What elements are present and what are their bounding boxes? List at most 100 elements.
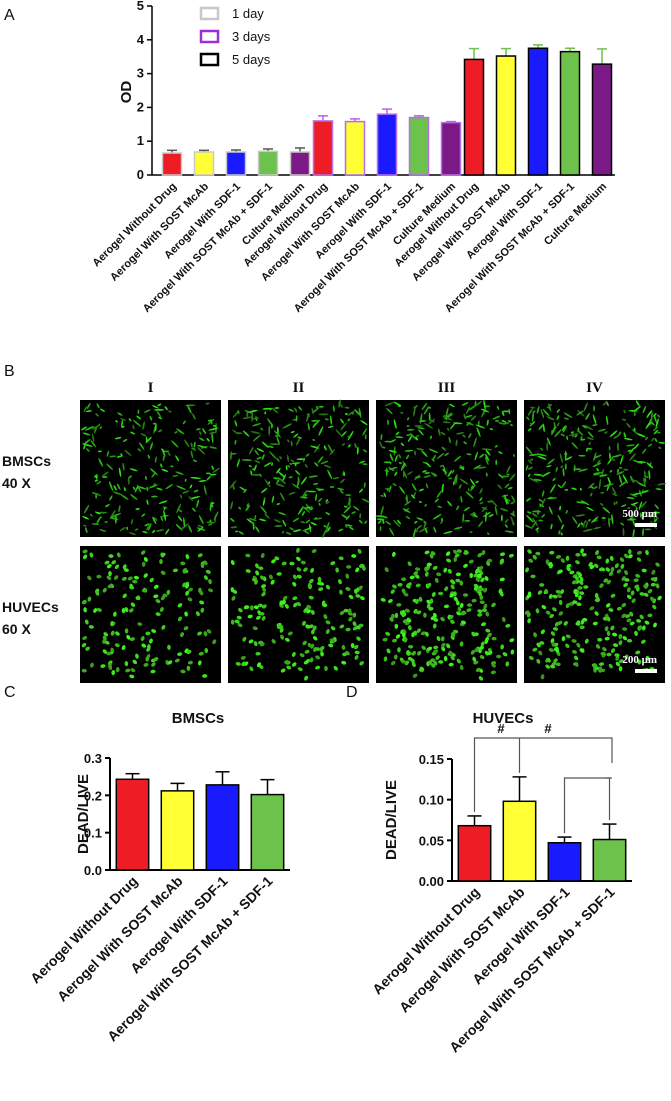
cell bbox=[539, 641, 545, 645]
cell bbox=[230, 619, 235, 625]
cell bbox=[282, 519, 287, 527]
cell bbox=[416, 517, 424, 521]
cell bbox=[622, 627, 628, 631]
cell bbox=[246, 411, 249, 418]
cell bbox=[469, 572, 474, 579]
panel-label-b: B bbox=[4, 363, 15, 380]
cell bbox=[450, 655, 455, 661]
cell bbox=[447, 568, 452, 574]
cell bbox=[411, 651, 417, 656]
cell bbox=[130, 668, 136, 673]
cell bbox=[462, 434, 466, 438]
cell bbox=[319, 645, 325, 651]
cell bbox=[389, 528, 395, 536]
cell bbox=[423, 406, 430, 415]
cell bbox=[385, 631, 391, 636]
cell bbox=[330, 561, 336, 566]
cell bbox=[200, 607, 205, 613]
cell bbox=[406, 618, 412, 623]
cell bbox=[601, 517, 606, 519]
cell bbox=[440, 636, 445, 642]
cell bbox=[90, 440, 96, 448]
cell bbox=[129, 468, 138, 472]
cell bbox=[318, 587, 324, 592]
cell bbox=[618, 659, 624, 664]
cell bbox=[142, 530, 148, 534]
cell bbox=[610, 566, 615, 572]
cell bbox=[602, 506, 611, 514]
cell bbox=[193, 489, 199, 493]
cell bbox=[282, 599, 286, 605]
cell bbox=[406, 454, 410, 460]
cell bbox=[345, 587, 351, 591]
cell bbox=[559, 505, 562, 511]
cell bbox=[546, 437, 551, 446]
cell bbox=[113, 611, 117, 617]
cell bbox=[620, 522, 625, 526]
cell bbox=[341, 660, 347, 665]
cell bbox=[578, 595, 582, 601]
column-label: I bbox=[148, 380, 154, 396]
cell bbox=[315, 655, 320, 660]
cell bbox=[310, 522, 318, 526]
cell bbox=[320, 460, 329, 465]
cell bbox=[205, 472, 211, 475]
cell bbox=[466, 608, 472, 612]
cell bbox=[244, 410, 253, 414]
cell bbox=[188, 496, 194, 502]
cell bbox=[209, 501, 212, 512]
cell bbox=[402, 632, 406, 638]
cell bbox=[532, 647, 538, 652]
cell bbox=[645, 420, 652, 430]
cell bbox=[618, 474, 623, 484]
cell bbox=[237, 623, 243, 628]
cell bbox=[533, 632, 537, 638]
cell bbox=[546, 465, 552, 468]
cell bbox=[261, 615, 266, 621]
cell bbox=[416, 628, 421, 633]
cell bbox=[256, 456, 262, 460]
cell bbox=[593, 526, 602, 530]
cell bbox=[557, 484, 562, 488]
cell bbox=[395, 436, 404, 439]
cell bbox=[300, 560, 306, 565]
cell bbox=[270, 579, 275, 585]
cell bbox=[621, 504, 627, 508]
cell bbox=[394, 454, 398, 463]
cell bbox=[606, 616, 611, 622]
micrograph-image bbox=[524, 400, 667, 538]
cell bbox=[578, 468, 588, 472]
cell bbox=[255, 563, 259, 569]
cell bbox=[600, 567, 606, 572]
cell bbox=[123, 487, 126, 492]
cell bbox=[339, 610, 345, 616]
cell bbox=[361, 498, 370, 503]
cell bbox=[177, 515, 183, 522]
cell bbox=[415, 583, 421, 588]
cell bbox=[563, 621, 568, 626]
cell bbox=[359, 513, 362, 519]
cell bbox=[109, 495, 113, 501]
cell bbox=[401, 588, 406, 594]
cell bbox=[491, 602, 496, 608]
cell bbox=[290, 430, 295, 434]
cell bbox=[504, 483, 510, 489]
cell bbox=[571, 442, 579, 449]
cell bbox=[395, 634, 401, 639]
cell bbox=[537, 455, 547, 460]
cell bbox=[104, 521, 108, 523]
cell bbox=[540, 497, 546, 507]
cell bbox=[96, 574, 102, 579]
cell bbox=[555, 555, 562, 559]
cell bbox=[197, 631, 202, 636]
cell bbox=[83, 554, 88, 560]
cell bbox=[558, 530, 561, 535]
cell bbox=[274, 407, 280, 409]
cell bbox=[453, 596, 458, 602]
cell bbox=[617, 468, 620, 474]
cell bbox=[613, 643, 619, 648]
cell bbox=[159, 606, 164, 613]
cell bbox=[622, 527, 625, 537]
cell bbox=[284, 603, 289, 609]
bar bbox=[289, 151, 311, 176]
